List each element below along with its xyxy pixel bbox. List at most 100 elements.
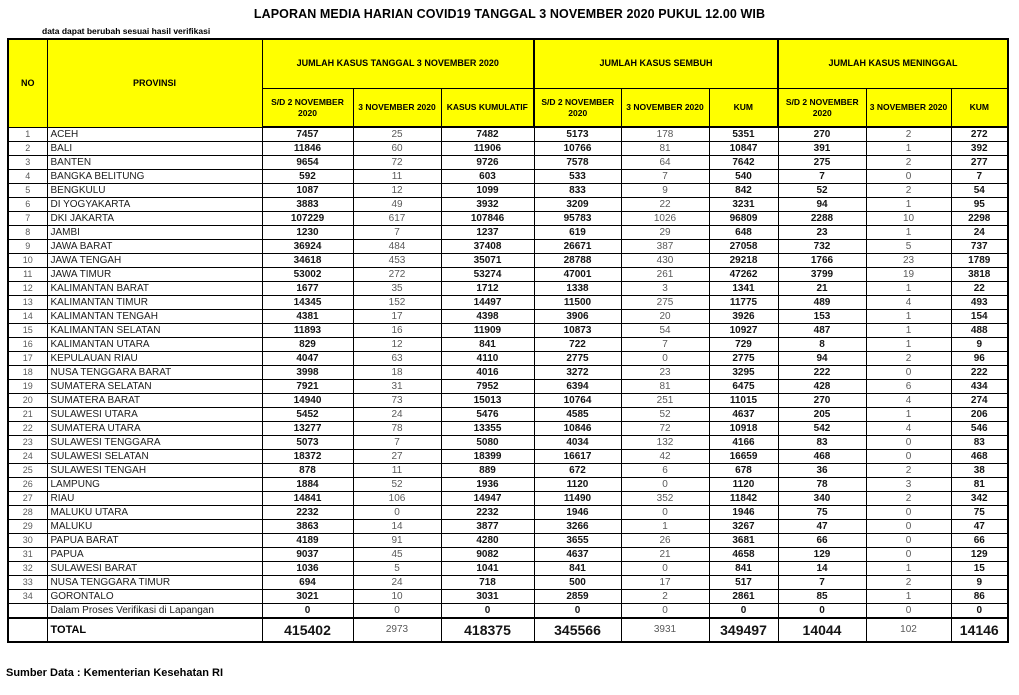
subheader-meninggal-kum: KUM — [950, 88, 1009, 128]
value-cell: 0 — [440, 603, 535, 619]
value-cell: 23 — [865, 253, 952, 268]
province-row: 6 DI YOGYAKARTA 3883 49 3932 3209 22 3231 94 1 95 — [7, 197, 1009, 212]
value-cell: 4034 — [533, 435, 622, 450]
value-cell: 4585 — [533, 407, 622, 422]
value-cell: 0 — [620, 561, 710, 576]
value-cell: 3998 — [261, 365, 354, 380]
province-row: 9 JAWA BARAT 36924 484 37408 26671 387 27058 732… — [7, 239, 1009, 254]
total-row: TOTAL 415402 2973 418375 345566 3931 349497 140… — [7, 617, 1009, 643]
value-cell: 1 — [865, 309, 952, 324]
value-cell: 0 — [620, 477, 710, 492]
value-cell: 3 — [865, 477, 952, 492]
value-cell: 81 — [620, 141, 710, 156]
value-cell: 85 — [777, 589, 867, 604]
value-cell: 10 — [865, 211, 952, 226]
value-cell: 1789 — [950, 253, 1009, 268]
value-cell: 0 — [865, 449, 952, 464]
value-cell: 10918 — [708, 421, 779, 436]
value-cell: 7 — [777, 575, 867, 590]
value-cell: 1 — [865, 337, 952, 352]
value-cell: 4047 — [261, 351, 354, 366]
value-cell: 2775 — [533, 351, 622, 366]
value-cell: 5073 — [261, 435, 354, 450]
value-cell: 3931 — [620, 617, 710, 643]
row-number — [7, 603, 48, 619]
value-cell: 3272 — [533, 365, 622, 380]
value-cell: 3267 — [708, 519, 779, 534]
value-cell: 129 — [777, 547, 867, 562]
row-number: 17 — [7, 351, 48, 366]
value-cell: 15013 — [440, 393, 535, 408]
value-cell: 17 — [352, 309, 442, 324]
value-cell: 1 — [865, 281, 952, 296]
value-cell: 340 — [777, 491, 867, 506]
subheader-meninggal-sd: S/D 2 NOVEMBER 2020 — [777, 88, 867, 128]
value-cell: 47 — [950, 519, 1009, 534]
value-cell: 2775 — [708, 351, 779, 366]
value-cell: 36924 — [261, 239, 354, 254]
value-cell: 0 — [620, 603, 710, 619]
value-cell: 64 — [620, 155, 710, 170]
value-cell: 889 — [440, 463, 535, 478]
value-cell: 387 — [620, 239, 710, 254]
table-body: 1 ACEH 7457 25 7482 5173 178 5351 270 2 272 2 BALI 11… — [7, 126, 1009, 643]
value-cell: 4658 — [708, 547, 779, 562]
value-cell: 1766 — [777, 253, 867, 268]
value-cell: 2288 — [777, 211, 867, 226]
value-cell: 22 — [950, 281, 1009, 296]
value-cell: 3926 — [708, 309, 779, 324]
value-cell: 2 — [865, 575, 952, 590]
row-number: 3 — [7, 155, 48, 170]
province-row: 11 JAWA TIMUR 53002 272 53274 47001 261 47262 37… — [7, 267, 1009, 282]
value-cell: 7 — [950, 169, 1009, 184]
table-header: NO PROVINSI JUMLAH KASUS TANGGAL 3 NOVEM… — [7, 38, 1009, 128]
value-cell: 52 — [352, 477, 442, 492]
value-cell: 0 — [261, 603, 354, 619]
verification-note: data dapat berubah sesuai hasil verifika… — [42, 26, 211, 36]
value-cell: 12 — [352, 183, 442, 198]
value-cell: 91 — [352, 533, 442, 548]
value-cell: 3031 — [440, 589, 535, 604]
row-number: 16 — [7, 337, 48, 352]
value-cell: 7482 — [440, 126, 535, 142]
value-cell: 15 — [950, 561, 1009, 576]
value-cell: 617 — [352, 211, 442, 226]
row-number: 10 — [7, 253, 48, 268]
row-number: 4 — [7, 169, 48, 184]
value-cell: 26 — [620, 533, 710, 548]
value-cell: 16659 — [708, 449, 779, 464]
row-number: 20 — [7, 393, 48, 408]
value-cell: 83 — [950, 435, 1009, 450]
group-header-meninggal: JUMLAH KASUS MENINGGAL — [776, 38, 1009, 89]
province-row: 21 SULAWESI UTARA 5452 24 5476 4585 52 4637 205 1… — [7, 407, 1009, 422]
value-cell: 78 — [777, 477, 867, 492]
value-cell: 7952 — [440, 379, 535, 394]
value-cell: 3906 — [533, 309, 622, 324]
row-number: 32 — [7, 561, 48, 576]
province-row: 29 MALUKU 3863 14 3877 3266 1 3267 47 0 47 — [7, 519, 1009, 534]
province-name: LAMPUNG — [46, 477, 263, 492]
value-cell: 6 — [620, 463, 710, 478]
subheader-sembuh-sd: S/D 2 NOVEMBER 2020 — [533, 88, 622, 128]
value-cell: 37408 — [440, 239, 535, 254]
province-row: 4 BANGKA BELITUNG 592 11 603 533 7 540 7 0 7 — [7, 169, 1009, 184]
value-cell: 0 — [865, 365, 952, 380]
value-cell: 1946 — [533, 505, 622, 520]
value-cell: 35071 — [440, 253, 535, 268]
value-cell: 72 — [352, 155, 442, 170]
value-cell: 63 — [352, 351, 442, 366]
province-name: MALUKU — [46, 519, 263, 534]
province-row: 24 SULAWESI SELATAN 18372 27 18399 16617 42 166… — [7, 449, 1009, 464]
value-cell: 152 — [352, 295, 442, 310]
value-cell: 24 — [352, 575, 442, 590]
value-cell: 47001 — [533, 267, 622, 282]
value-cell: 2 — [865, 463, 952, 478]
value-cell: 10847 — [708, 141, 779, 156]
value-cell: 10873 — [533, 323, 622, 338]
value-cell: 3266 — [533, 519, 622, 534]
value-cell: 18399 — [440, 449, 535, 464]
province-name: SULAWESI SELATAN — [46, 449, 263, 464]
value-cell: 0 — [620, 351, 710, 366]
value-cell: 434 — [950, 379, 1009, 394]
value-cell: 672 — [533, 463, 622, 478]
